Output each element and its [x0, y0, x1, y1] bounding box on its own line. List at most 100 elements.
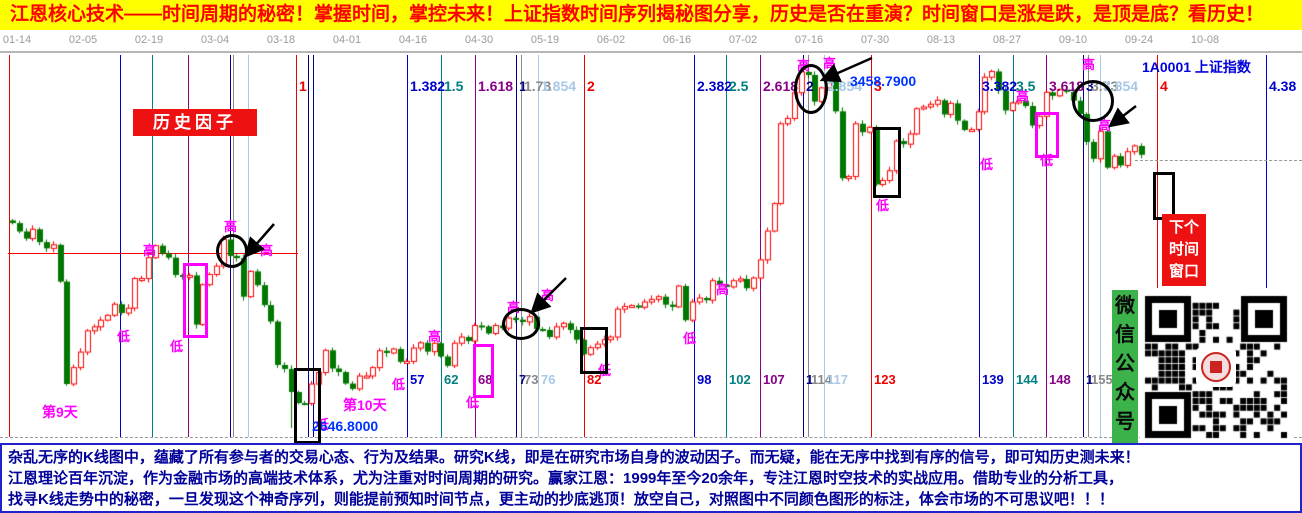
footer-line-3: 找寻K线走势中的秘密，一旦发现这个神奇序列，则能提前预知时间节点，更主动的抄底逃… [8, 491, 1114, 508]
time-ratio-label: 2.382 [697, 78, 733, 94]
day-count-label: 117 [827, 372, 848, 387]
history-factor-badge: 历史因子 [133, 109, 257, 136]
time-ratio-label: 2.618 [763, 78, 799, 94]
date-tick: 02-19 [134, 34, 164, 46]
low-marker-label: 低 [392, 377, 406, 392]
date-tick: 03-04 [200, 34, 230, 46]
footer-text-block: 杂乱无序的K线图中，蕴藏了所有参与者的交易心态、行为及结果。研究K线，即是在研究… [0, 443, 1302, 513]
black-box-annotation [1153, 172, 1175, 220]
date-tick: 10-08 [1190, 34, 1220, 46]
circle-annotation [794, 64, 828, 114]
wechat-official-account-label: 微信公众号 [1112, 290, 1138, 448]
day-count-label: 68 [478, 372, 493, 387]
date-tick: 04-16 [398, 34, 428, 46]
march-low-price-label: 2646.8000 [312, 418, 379, 434]
time-ratio-label: 2 [587, 78, 595, 94]
date-tick: 01-14 [2, 34, 32, 46]
low-marker-label: 低 [876, 198, 890, 213]
high-marker-label: 高 [260, 243, 274, 258]
high-marker-label: 高 [823, 56, 837, 71]
day-count-label: 107 [763, 372, 785, 387]
time-ratio-label: 1 [299, 78, 307, 94]
high-marker-label: 高 [716, 282, 730, 297]
qr-center-seal-logo [1196, 347, 1236, 387]
low-marker-label: 低 [170, 339, 184, 354]
day-count-label: 76 [541, 372, 556, 387]
qr-code [1140, 288, 1292, 446]
high-marker-label: 高 [541, 288, 555, 303]
magenta-box-annotation [473, 344, 494, 398]
date-tick: 07-16 [794, 34, 824, 46]
date-tick: 07-02 [728, 34, 758, 46]
low-marker-label: 低 [980, 157, 994, 172]
high-marker-label: 高 [1016, 89, 1030, 104]
day-count-label: 144 [1016, 372, 1038, 387]
magenta-box-annotation [183, 263, 208, 338]
date-tick: 05-19 [530, 34, 560, 46]
black-box-annotation [873, 127, 901, 198]
day-count-label: 82 [587, 372, 602, 387]
time-ratio-label: 4.38 [1269, 78, 1297, 94]
time-ratio-label: 1.5 [444, 78, 464, 94]
date-tick: 02-05 [68, 34, 98, 46]
time-ratio-label: 1 [519, 78, 527, 94]
next-time-window-badge: 下个时间窗口 [1162, 214, 1206, 286]
time-ratio-label: 4 [1160, 78, 1168, 94]
day-count-label: 73 [524, 372, 539, 387]
day-count-label: 57 [410, 372, 425, 387]
day-count-label: 98 [697, 372, 712, 387]
day-count-label: 114 [811, 372, 832, 387]
time-ratio-label: 3 [874, 78, 882, 94]
circle-annotation [1072, 80, 1114, 122]
day9-label: 第9天 [42, 404, 78, 420]
chart-area: 历史因子 下个时间窗口 1A0001 上证指数 3458.7900 2646.8… [0, 52, 1302, 448]
day-count-label: 102 [729, 372, 751, 387]
time-ratio-label: 3.5 [1016, 78, 1036, 94]
date-tick: 04-01 [332, 34, 362, 46]
date-tick: 09-10 [1058, 34, 1088, 46]
july-high-price-label: 3458.7900 [850, 73, 917, 89]
low-marker-label: 低 [466, 395, 480, 410]
date-tick: 08-13 [926, 34, 956, 46]
day10-label: 第10天 [343, 397, 387, 413]
high-marker-label: 高 [1098, 118, 1112, 133]
day-count-label: 123 [874, 372, 896, 387]
time-ratio-label: 2.5 [729, 78, 749, 94]
time-ratio-label: 1.73 [524, 78, 552, 94]
time-ratio-label: 1.382 [410, 78, 446, 94]
day-count-label: 139 [982, 372, 1004, 387]
day-count-label: 148 [1049, 372, 1071, 387]
circle-annotation [502, 308, 540, 340]
footer-line-2: 江恩理论百年沉淀，作为金融市场的高端技术体系，尤为注重对时间周期的研究。赢家江恩… [8, 470, 1124, 487]
high-marker-label: 高 [224, 219, 238, 234]
date-tick: 03-18 [266, 34, 296, 46]
day-count-label: 7 [519, 372, 527, 387]
date-tick: 07-30 [860, 34, 890, 46]
time-ratio-label: 3.382 [982, 78, 1018, 94]
date-tick: 06-02 [596, 34, 626, 46]
magenta-box-annotation [1035, 112, 1059, 158]
low-marker-label: 低 [683, 331, 697, 346]
date-tick: 09-24 [1124, 34, 1154, 46]
time-ratio-label: 1.618 [478, 78, 514, 94]
footer-line-1: 杂乱无序的K线图中，蕴藏了所有参与者的交易心态、行为及结果。研究K线，即是在研究… [8, 449, 1140, 466]
day-count-label: 62 [444, 372, 459, 387]
low-marker-label: 低 [117, 329, 131, 344]
black-box-annotation [294, 368, 321, 444]
page-title: 江恩核心技术——时间周期的秘密！掌握时间，掌控未来！上证指数时间序列揭秘图分享，… [0, 0, 1302, 30]
date-tick: 08-27 [992, 34, 1022, 46]
day-count-label: 1 [1086, 372, 1094, 387]
date-axis: 01-14 02-05 02-19 03-04 03-18 04-01 04-16 04-30… [0, 30, 1302, 52]
date-tick: 06-16 [662, 34, 692, 46]
circle-annotation [216, 234, 248, 268]
time-ratio-label: 3.854 [1103, 78, 1139, 94]
day-count-label: 155 [1091, 372, 1113, 387]
index-code-label: 1A0001 上证指数 [1142, 59, 1251, 75]
black-box-annotation [580, 327, 608, 374]
day-count-label: 1 [806, 372, 814, 387]
high-marker-label: 高 [1082, 57, 1096, 72]
date-tick: 04-30 [464, 34, 494, 46]
high-marker-label: 高 [428, 329, 442, 344]
time-ratio-label: 1.854 [541, 78, 577, 94]
